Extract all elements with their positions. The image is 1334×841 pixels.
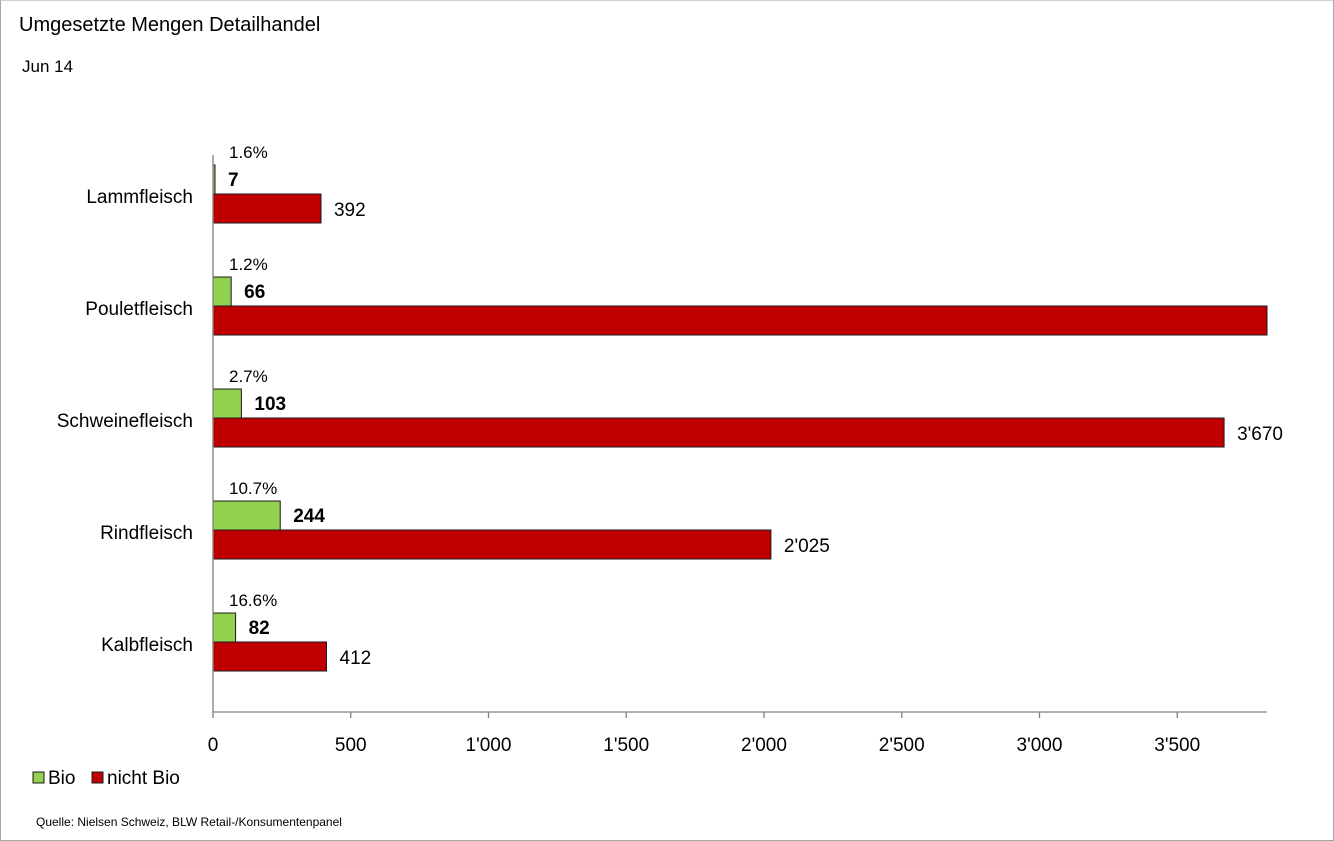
plot-area: 1.6% 7 392 Lammfleisch 1.2% 66 Pouletfleisch 2.…	[57, 143, 1283, 756]
legend-swatch-bio	[32, 771, 45, 784]
legend: Bio nicht Bio	[32, 768, 180, 789]
category-label: Lammfleisch	[86, 187, 193, 208]
legend-label-bio: Bio	[48, 768, 75, 789]
data-label-bio: 66	[244, 282, 265, 303]
bar-bio	[212, 500, 281, 531]
bar-nicht-bio	[212, 641, 328, 672]
x-tick-label: 1'000	[466, 735, 512, 756]
data-label-bio: 7	[228, 170, 239, 191]
category-label: Kalbfleisch	[101, 635, 193, 656]
chart-subtitle: Jun 14	[22, 57, 73, 76]
data-label-nicht-bio: 2'025	[784, 536, 830, 557]
data-label-bio: 103	[254, 394, 286, 415]
x-tick-label: 1'500	[603, 735, 649, 756]
chart-title: Umgesetzte Mengen Detailhandel	[19, 14, 320, 36]
data-label-nicht-bio: 392	[334, 200, 366, 221]
share-label: 2.7%	[229, 367, 268, 386]
category-label: Pouletfleisch	[85, 299, 193, 320]
x-tick-label: 0	[208, 735, 219, 756]
data-label-nicht-bio: 3'670	[1237, 424, 1283, 445]
bar-nicht-bio	[212, 529, 772, 560]
category-label: Rindfleisch	[100, 523, 193, 544]
bar-bio	[212, 276, 232, 307]
data-label-nicht-bio: 412	[340, 648, 372, 669]
data-label-bio: 82	[249, 618, 270, 639]
source-note: Quelle: Nielsen Schweiz, BLW Retail-/Kon…	[36, 815, 342, 829]
bar-nicht-bio	[212, 417, 1225, 448]
legend-label-nicht-bio: nicht Bio	[107, 768, 180, 789]
bar-bio	[212, 612, 237, 643]
x-tick-label: 500	[335, 735, 367, 756]
x-tick-label: 3'500	[1154, 735, 1200, 756]
share-label: 16.6%	[229, 591, 277, 610]
share-label: 10.7%	[229, 479, 277, 498]
x-tick-label: 2'500	[879, 735, 925, 756]
share-label: 1.2%	[229, 255, 268, 274]
bar-nicht-bio	[212, 305, 1268, 336]
bar-bio	[212, 388, 242, 419]
data-label-bio: 244	[293, 506, 325, 527]
bar-nicht-bio	[212, 193, 322, 224]
share-label: 1.6%	[229, 143, 268, 162]
x-tick-label: 2'000	[741, 735, 787, 756]
legend-swatch-nicht-bio	[91, 771, 104, 784]
x-tick-label: 3'000	[1017, 735, 1063, 756]
category-label: Schweinefleisch	[57, 411, 193, 432]
